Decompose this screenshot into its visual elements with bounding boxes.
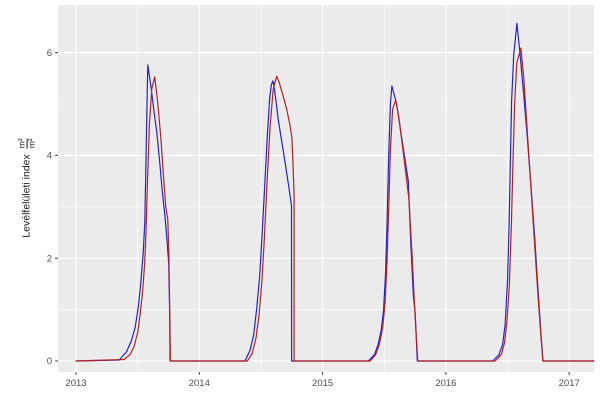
y-axis-title-text: Levélfelületi index	[21, 154, 33, 238]
y-tick-label: 0	[47, 356, 52, 367]
y-tick-label: 4	[47, 151, 52, 162]
y-tick-label: 6	[47, 48, 52, 59]
y-axis-unit-denominator: m²	[26, 138, 37, 149]
y-axis-title: Levélfelületi index m² m²	[16, 138, 37, 238]
x-tick-label: 2016	[435, 378, 456, 389]
x-tick-label: 2013	[65, 378, 86, 389]
y-axis-unit-numerator: m²	[16, 138, 27, 149]
x-tick-label: 2014	[189, 378, 210, 389]
x-tick-label: 2017	[559, 378, 580, 389]
lai-series-blue	[75, 22, 595, 362]
y-tick-label: 2	[47, 253, 52, 264]
lai-series-red	[75, 47, 595, 362]
y-axis-unit-fraction: m² m²	[16, 138, 37, 149]
x-tick-label: 2015	[312, 378, 333, 389]
